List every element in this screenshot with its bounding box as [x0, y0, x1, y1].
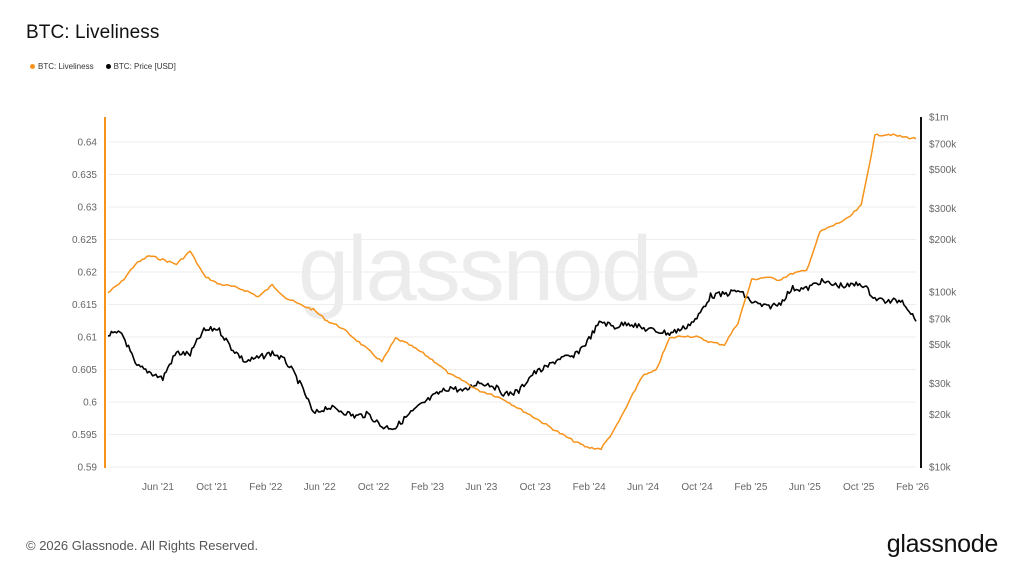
x-tick-label: Jun '23 — [465, 482, 497, 493]
right-tick-label: $50k — [929, 340, 952, 351]
x-tick-label: Jun '25 — [789, 482, 821, 493]
x-tick-label: Jun '21 — [142, 482, 174, 493]
legend-item-liveliness[interactable]: BTC: Liveliness — [30, 62, 94, 71]
x-tick-label: Feb '24 — [573, 482, 606, 493]
x-tick-label: Jun '24 — [627, 482, 659, 493]
legend-dot-liveliness-icon — [30, 64, 35, 69]
left-tick-label: 0.635 — [72, 170, 97, 181]
legend-label-price: BTC: Price [USD] — [113, 62, 176, 71]
legend-item-price[interactable]: BTC: Price [USD] — [105, 62, 176, 71]
x-tick-label: Feb '22 — [249, 482, 282, 493]
x-tick-label: Feb '25 — [734, 482, 767, 493]
right-tick-label: $300k — [929, 204, 957, 215]
x-tick-label: Oct '24 — [681, 482, 713, 493]
left-tick-label: 0.64 — [78, 138, 98, 149]
right-tick-label: $500k — [929, 165, 957, 176]
footer-copyright: © 2026 Glassnode. All Rights Reserved. — [26, 538, 259, 553]
left-tick-label: 0.595 — [72, 430, 97, 441]
legend-dot-price-icon — [105, 64, 111, 69]
grid-lines — [108, 141, 916, 468]
left-tick-label: 0.59 — [78, 463, 98, 474]
left-tick-label: 0.61 — [78, 333, 98, 344]
price-line[interactable] — [108, 278, 917, 431]
x-tick-label: Jun '22 — [304, 482, 336, 493]
left-tick-label: 0.625 — [72, 235, 97, 246]
right-tick-label: $700k — [929, 140, 957, 151]
x-tick-label: Oct '21 — [196, 482, 228, 493]
right-tick-label: $100k — [929, 288, 957, 299]
right-tick-label: $20k — [929, 410, 952, 421]
footer-logo[interactable]: glassnode — [886, 530, 999, 558]
right-tick-label: $200k — [929, 235, 957, 246]
left-tick-label: 0.63 — [78, 203, 98, 214]
x-tick-label: Feb '23 — [411, 482, 444, 493]
left-tick-label: 0.615 — [72, 300, 97, 311]
left-tick-label: 0.605 — [72, 365, 97, 376]
watermark: glassnode — [298, 218, 699, 320]
chart-title: BTC: Liveliness — [26, 22, 160, 43]
x-tick-label: Oct '22 — [358, 482, 390, 493]
x-tick-label: Oct '25 — [843, 482, 875, 493]
left-tick-label: 0.6 — [83, 398, 97, 409]
left-axis-ticks: 0.64 0.635 0.63 0.625 0.62 0.615 0.61 0.605 0.6 0… — [72, 138, 97, 474]
right-tick-label: $1m — [929, 113, 948, 124]
legend-label-liveliness: BTC: Liveliness — [38, 62, 94, 71]
liveliness-line[interactable] — [107, 133, 917, 451]
x-axis-ticks: Jun '21 Oct '21 Feb '22 Jun '22 Oct '22 Feb '… — [142, 482, 930, 493]
x-tick-label: Feb '26 — [896, 482, 929, 493]
x-tick-label: Oct '23 — [520, 482, 552, 493]
right-tick-label: $30k — [929, 379, 952, 390]
right-tick-label: $70k — [929, 315, 952, 326]
chart-legend: BTC: Liveliness BTC: Price [USD] — [30, 62, 176, 71]
right-axis-ticks: $1m $700k $500k $300k $200k $100k $70k $50k $30k… — [929, 113, 957, 474]
right-tick-label: $10k — [929, 463, 952, 474]
left-tick-label: 0.62 — [78, 268, 98, 279]
